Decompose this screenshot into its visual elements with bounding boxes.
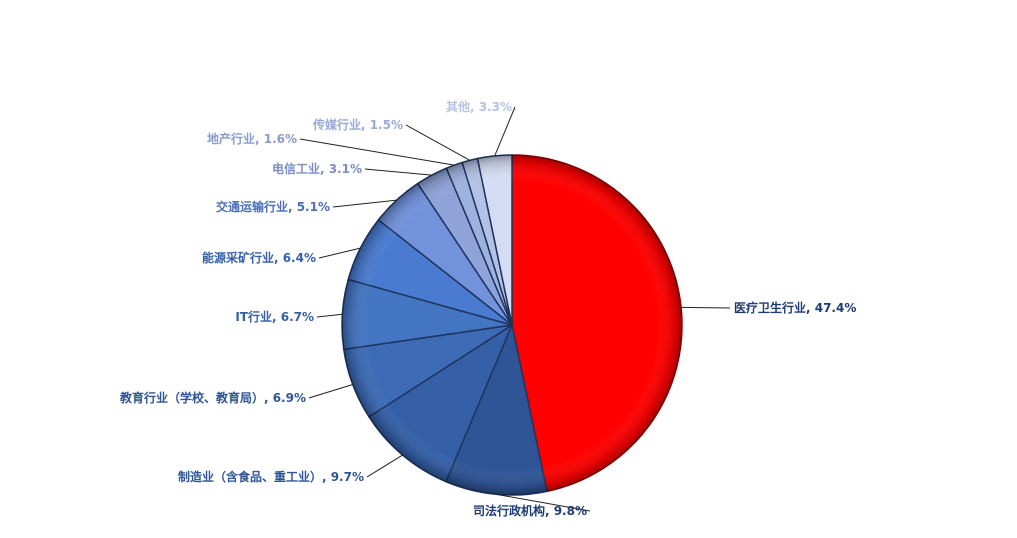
slice-label-10: 传媒行业, 1.5%: [312, 117, 403, 132]
slice-label-2: 司法行政机构, 9.8%: [473, 503, 587, 518]
leader-line-11: [494, 106, 516, 157]
leader-lines: [299, 106, 731, 512]
leader-line-10: [405, 124, 471, 161]
slice-label-5: IT行业, 6.7%: [235, 309, 314, 324]
pie-slices: [341, 154, 683, 496]
leader-line-9: [299, 138, 455, 166]
pie-slice-1: [511, 154, 683, 493]
leader-line-6: [318, 247, 361, 259]
leader-line-4: [308, 384, 353, 399]
slice-label-1: 医疗卫生行业, 47.4%: [734, 300, 856, 315]
slice-labels: 医疗卫生行业, 47.4% 司法行政机构, 9.8% 制造业（含食品、重工业）, 9…: [119, 99, 856, 518]
leader-line-1: [681, 306, 731, 309]
slice-label-11: 其他, 3.3%: [446, 99, 512, 114]
slice-label-7: 交通运输行业, 5.1%: [216, 199, 330, 214]
slice-label-9: 地产行业, 1.6%: [207, 131, 297, 146]
slice-label-8: 电信工业, 3.1%: [272, 161, 362, 176]
slice-label-6: 能源采矿行业, 6.4%: [202, 250, 316, 265]
leader-line-2: [495, 493, 591, 512]
leader-line-7: [332, 199, 397, 208]
slice-label-4: 教育行业（学校、教育局）, 6.9%: [119, 390, 306, 405]
leader-line-3: [366, 454, 403, 478]
leader-line-8: [364, 168, 432, 176]
leader-line-5: [316, 313, 343, 318]
slice-label-3: 制造业（含食品、重工业）, 9.7%: [178, 469, 364, 484]
